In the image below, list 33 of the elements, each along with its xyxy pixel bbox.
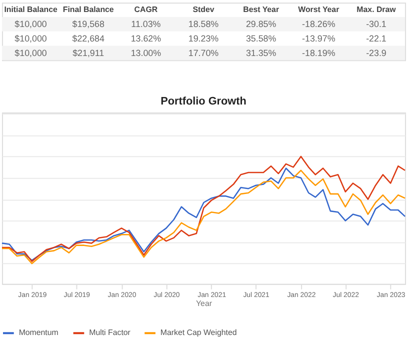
text: 13.62% [130,34,162,44]
category-label: Worst Year [298,4,340,14]
text: $10,000 [14,19,47,30]
text: 17.70% [188,48,219,58]
category-label: Final Balance [62,4,114,14]
text: 19.23% [188,34,219,44]
legend-label: Market Cap Weighted [160,328,237,338]
category-label: Initial Balance [4,4,58,14]
text: -30.1 [366,19,386,30]
category-label: Max. Draw [356,4,397,14]
text: 31.35% [246,48,276,58]
text: -13.97% [302,34,336,44]
text: 13.00% [130,48,162,58]
text: $21,911 [72,48,104,58]
text: -23.9 [366,48,386,58]
x-axis-title: Year [196,299,212,308]
chart-title: Portfolio Growth [160,96,246,108]
text: $10,000 [14,34,47,44]
legend-label: Multi Factor [89,328,131,338]
text: -18.19% [302,48,336,58]
text: -18.26% [302,19,336,30]
category-label: Stdev [192,4,215,14]
text: $19,568 [72,19,104,30]
legend-label: Momentum [18,328,59,338]
category-label: CAGR [134,4,158,14]
text: 11.03% [131,19,161,30]
text: $10,000 [14,48,47,58]
text: 18.58% [188,19,219,30]
category-label: Best Year [243,4,280,14]
text: $22,684 [72,34,104,44]
text: 29.85% [246,19,276,30]
text: 35.58% [246,34,276,44]
text: -22.1 [366,34,386,44]
